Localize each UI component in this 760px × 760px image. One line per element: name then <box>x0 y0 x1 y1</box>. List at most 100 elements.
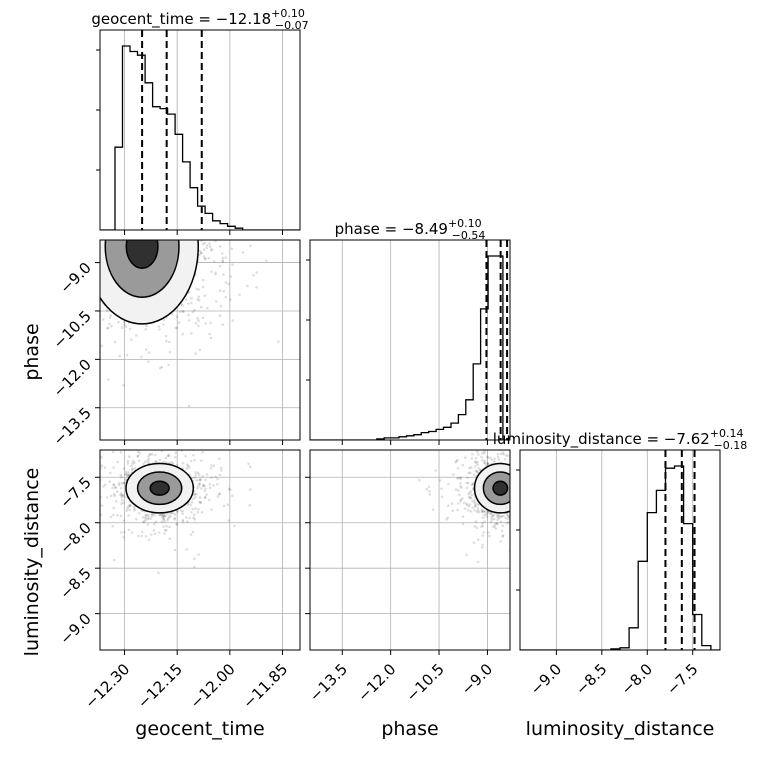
y-tick-label: −10.5 <box>50 307 95 352</box>
sample-point <box>481 534 485 537</box>
sample-point <box>175 522 178 526</box>
sample-point <box>541 487 544 490</box>
histogram-group <box>100 30 300 230</box>
sample-point <box>521 476 524 479</box>
sample-point <box>168 350 172 354</box>
sample-point <box>418 478 421 482</box>
sample-point <box>208 332 211 336</box>
sample-point <box>109 314 113 317</box>
sample-point <box>66 240 69 243</box>
sample-point <box>466 509 470 512</box>
sample-point <box>473 505 477 508</box>
sample-point <box>100 456 103 459</box>
x-tick-label: −12.0 <box>354 660 399 705</box>
sample-point <box>198 249 202 253</box>
sample-point <box>191 310 195 314</box>
sample-point <box>45 257 48 260</box>
sample-point <box>203 489 207 493</box>
sample-point <box>116 490 119 494</box>
sample-point <box>122 482 126 485</box>
sample-point <box>133 429 136 432</box>
sample-point <box>532 483 535 486</box>
sample-point <box>488 534 491 538</box>
sample-point <box>36 304 39 307</box>
sample-point <box>574 521 577 524</box>
sample-point <box>125 509 129 512</box>
sample-point <box>85 242 88 245</box>
sample-point <box>531 493 534 496</box>
sample-point <box>224 295 227 299</box>
sample-point <box>249 244 252 248</box>
sample-point <box>483 520 487 523</box>
sample-point <box>122 481 126 485</box>
sample-point <box>208 486 212 490</box>
sample-point <box>457 476 461 480</box>
sample-point <box>93 240 96 243</box>
sample-point <box>201 484 205 487</box>
sample-point <box>119 491 123 495</box>
sample-point <box>128 327 132 331</box>
sample-point <box>481 543 485 547</box>
sample-point <box>113 558 116 562</box>
sample-point <box>167 515 171 519</box>
sample-point <box>162 517 165 521</box>
sample-point <box>103 442 106 445</box>
sample-point <box>510 507 513 510</box>
sample-point <box>499 520 503 524</box>
sample-point <box>141 432 144 435</box>
sample-point <box>512 530 515 533</box>
sample-point <box>487 456 490 459</box>
sample-point <box>248 503 251 507</box>
sample-point <box>87 252 90 255</box>
sample-point <box>147 514 150 518</box>
sample-point <box>465 553 468 557</box>
sample-point <box>209 466 213 470</box>
sample-point <box>202 242 205 246</box>
sample-point <box>515 456 518 459</box>
sample-point <box>132 461 136 464</box>
sample-point <box>147 517 151 520</box>
sample-point <box>190 441 193 444</box>
sample-point <box>504 454 508 457</box>
sample-point <box>194 507 197 510</box>
title-upper: +0.10 <box>271 7 305 20</box>
sample-point <box>459 477 462 481</box>
sample-point <box>224 256 228 259</box>
sample-point <box>102 318 105 321</box>
sample-point <box>218 264 222 268</box>
sample-point <box>154 453 157 457</box>
sample-point <box>151 512 154 516</box>
panel-grid <box>310 450 510 650</box>
sample-point <box>161 515 164 519</box>
x-tick-label: −7.5 <box>663 660 701 698</box>
sample-point <box>199 478 202 482</box>
sample-point <box>89 512 92 515</box>
sample-point <box>514 486 517 489</box>
sample-point <box>475 510 479 513</box>
sample-point <box>485 515 489 519</box>
sample-point <box>542 482 545 485</box>
sample-point <box>110 324 113 328</box>
sample-point <box>496 455 500 459</box>
sample-point <box>157 325 161 328</box>
sample-point <box>516 494 519 497</box>
sample-point <box>117 320 120 324</box>
sample-point <box>58 296 61 299</box>
sample-point <box>528 475 531 478</box>
sample-point <box>140 534 143 538</box>
sample-point <box>517 488 520 491</box>
sample-point <box>132 459 135 463</box>
sample-point <box>148 453 152 457</box>
sample-point <box>65 303 68 306</box>
sample-point <box>186 464 190 468</box>
sample-point <box>204 478 207 482</box>
sample-point <box>123 530 126 534</box>
sample-point <box>199 459 203 462</box>
sample-point <box>205 493 208 496</box>
sample-point <box>468 466 471 470</box>
sample-point <box>162 525 165 528</box>
sample-point <box>542 486 545 489</box>
sample-point <box>247 462 250 466</box>
sample-point <box>73 247 76 250</box>
sample-point <box>181 518 184 522</box>
